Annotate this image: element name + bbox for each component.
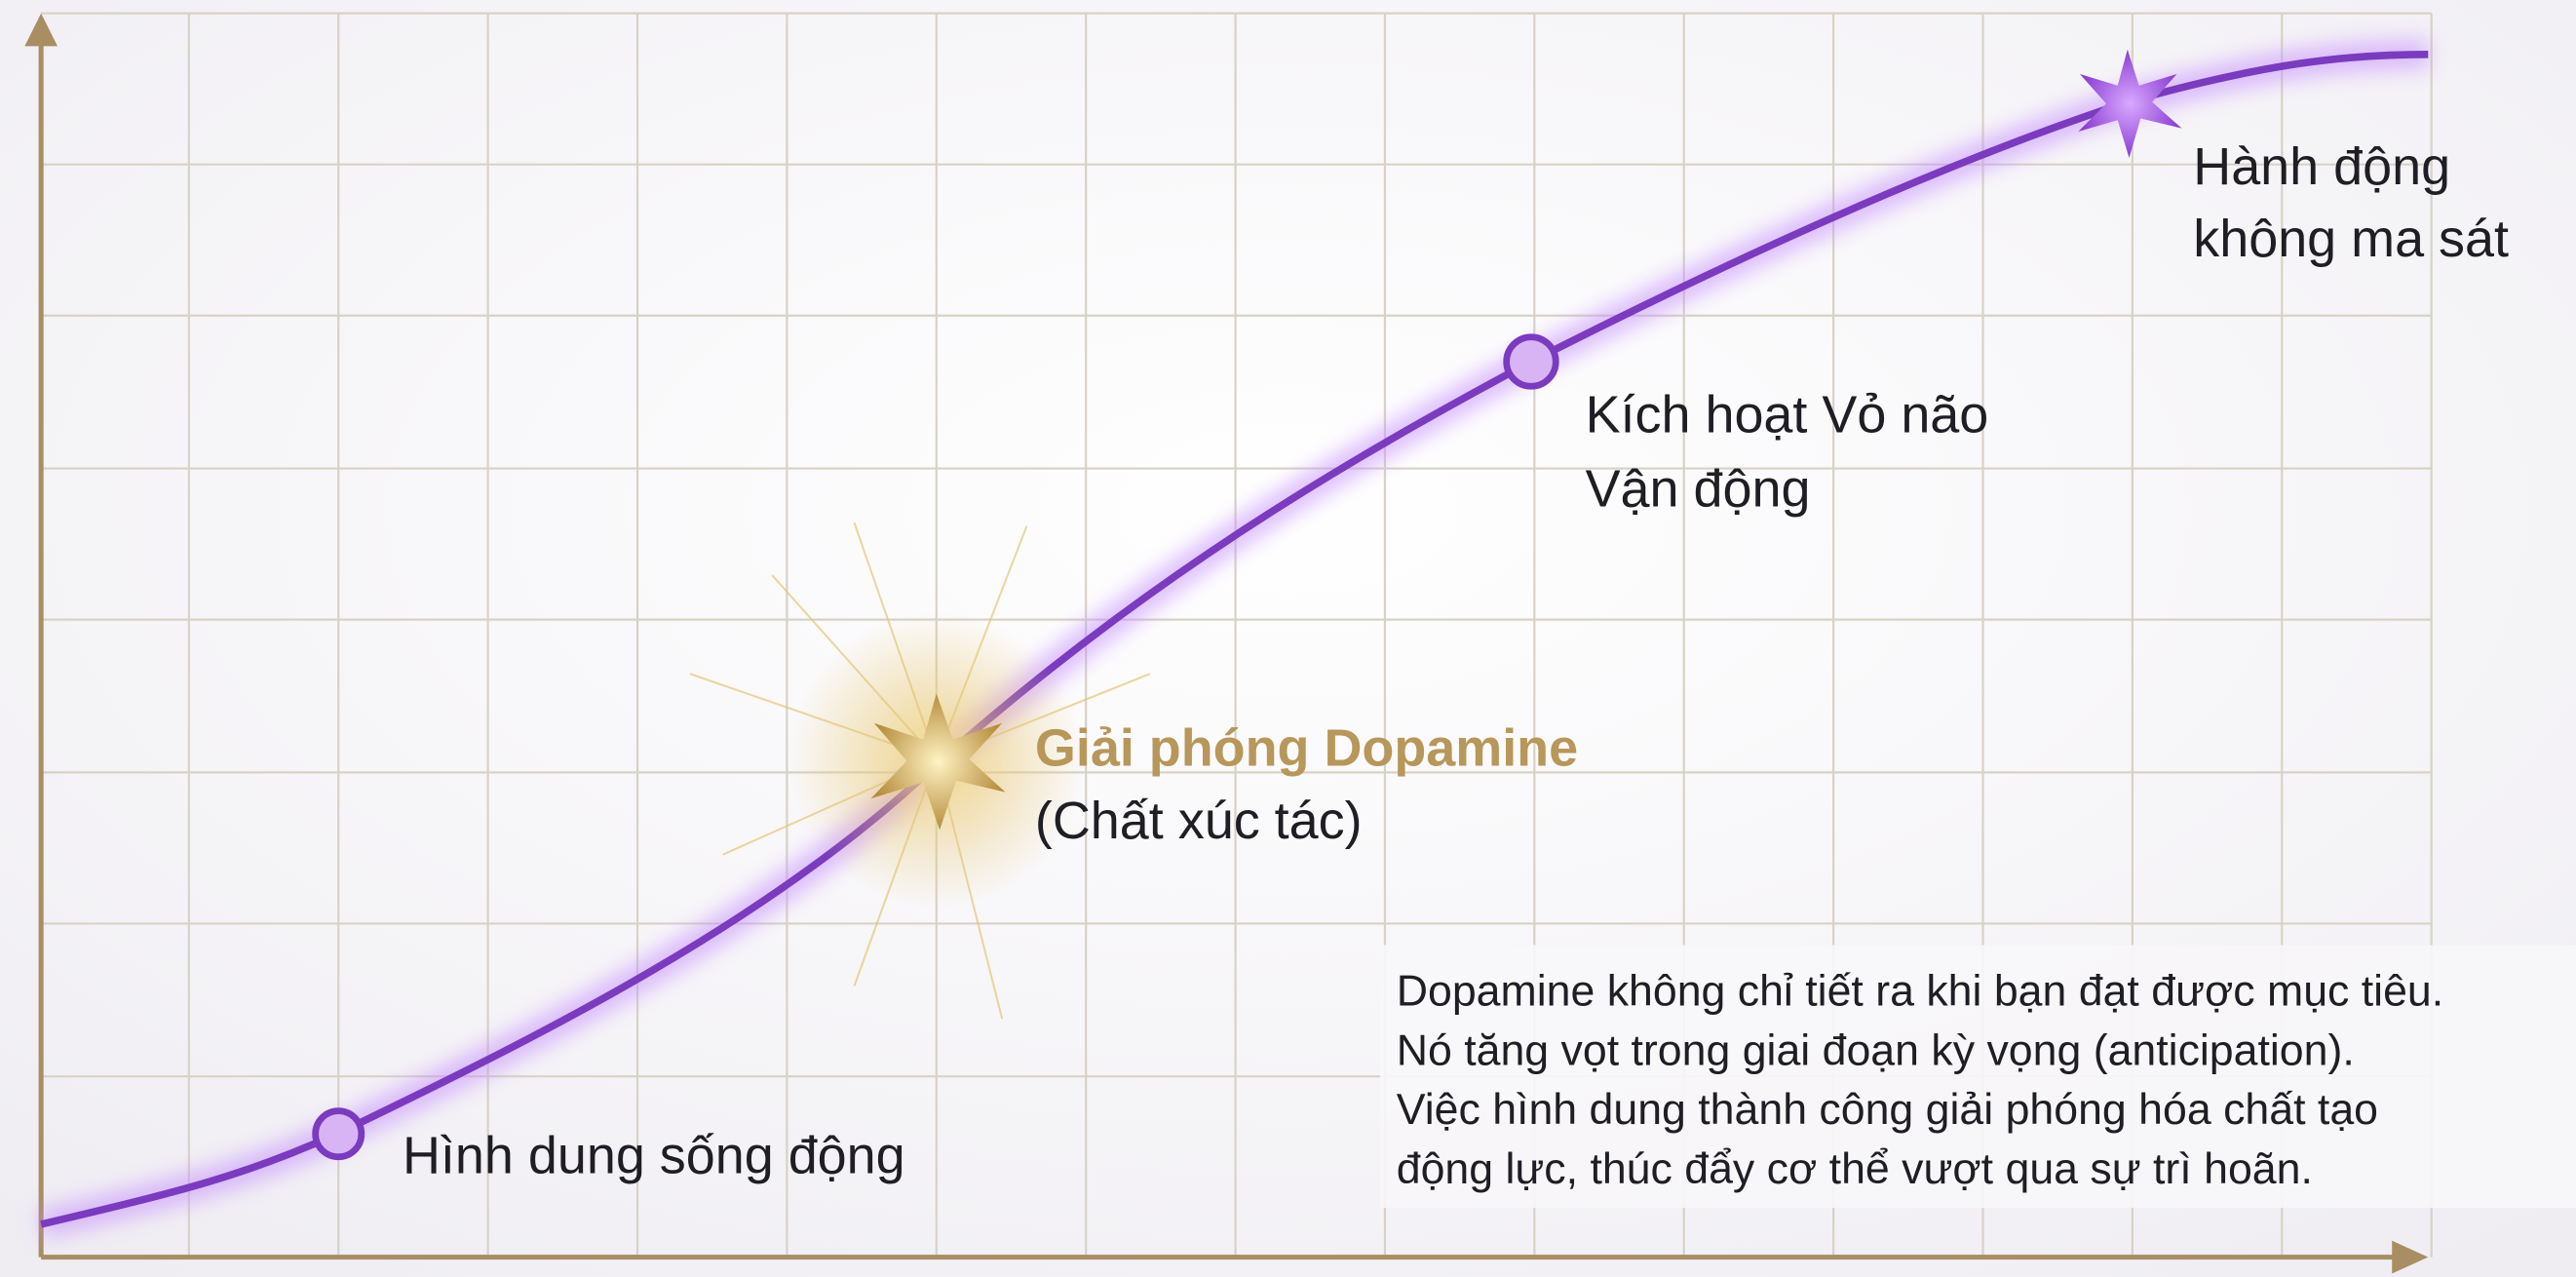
- note-line: Việc hình dung thành công giải phóng hóa…: [1397, 1086, 2378, 1134]
- purple-star: [2078, 49, 2182, 158]
- axes: [24, 13, 2429, 1274]
- node-label: Giải phóng Dopamine: [1035, 719, 1578, 778]
- note-line: động lực, thúc đẩy cơ thể vượt qua sự tr…: [1397, 1145, 2313, 1193]
- node-label: (Chất xúc tác): [1035, 792, 1363, 850]
- node-label: Vận động: [1586, 459, 1811, 518]
- note-backdrop: [1379, 945, 2576, 1209]
- node-label: không ma sát: [2193, 210, 2509, 268]
- gold-star: [870, 693, 1006, 831]
- node-marker: [1503, 333, 1559, 390]
- node-marker: [312, 1107, 365, 1161]
- node-label: Hành động: [2193, 137, 2450, 196]
- note-line: Dopamine không chỉ tiết ra khi bạn đạt đ…: [1397, 968, 2443, 1016]
- node-label: Kích hoạt Vỏ não: [1586, 385, 1989, 444]
- note-line: Nó tăng vọt trong giai đoạn kỳ vọng (ant…: [1397, 1026, 2355, 1074]
- node-label: Hình dung sống động: [403, 1127, 905, 1185]
